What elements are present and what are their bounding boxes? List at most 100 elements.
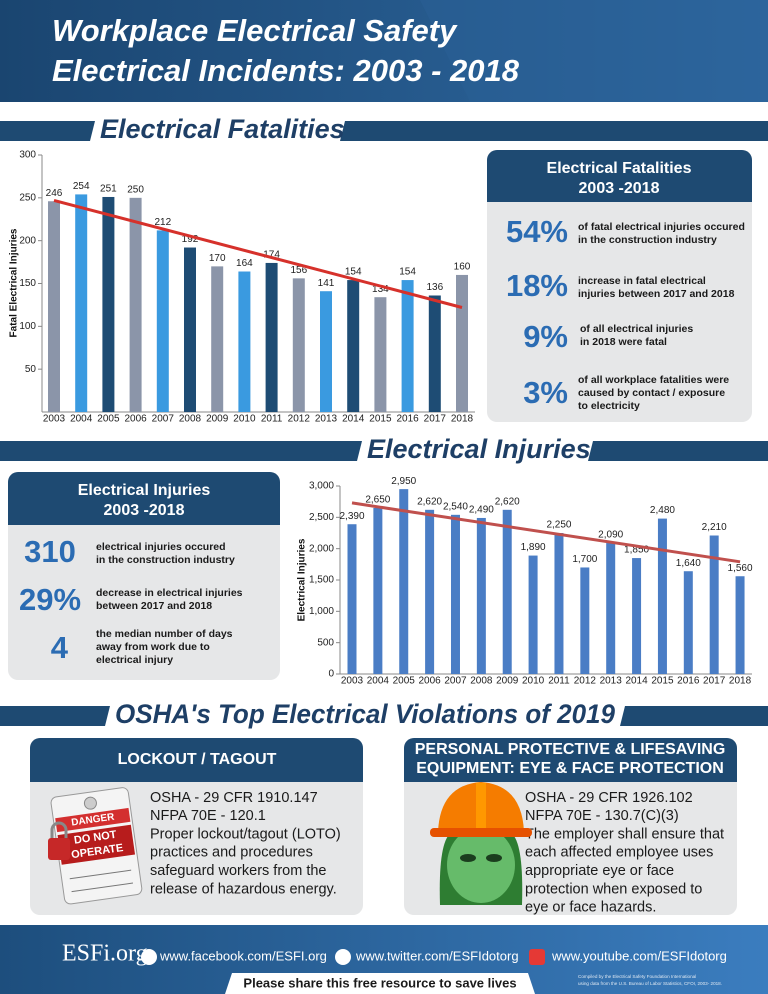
facebook-icon — [141, 949, 157, 965]
value-label: 156 — [290, 265, 307, 276]
x-tick-label: 2014 — [342, 414, 365, 425]
bar — [373, 507, 383, 674]
x-tick-label: 2013 — [315, 414, 338, 425]
logo: ESFi.org — [62, 941, 148, 967]
bar — [450, 514, 460, 674]
y-tick-label: 200 — [19, 235, 36, 246]
x-tick-label: 2009 — [206, 414, 229, 425]
stat-text: caused by contact / exposure — [578, 387, 725, 399]
y-tick-label: 3,000 — [309, 481, 334, 492]
bar — [374, 297, 387, 412]
value-label: 1,890 — [521, 542, 546, 553]
x-tick-label: 2006 — [418, 676, 441, 687]
stats-header — [8, 472, 280, 525]
stat-text: electrical injury — [96, 654, 173, 666]
value-label: 250 — [127, 184, 144, 195]
y-tick-label: 150 — [19, 278, 36, 289]
bar — [657, 518, 667, 674]
value-label: 1,700 — [572, 554, 597, 565]
x-tick-label: 2008 — [179, 414, 202, 425]
section-title: Electrical Injuries — [367, 434, 591, 464]
bar — [347, 280, 360, 412]
x-tick-label: 2017 — [424, 414, 447, 425]
x-tick-label: 2015 — [651, 676, 674, 687]
hat-brim — [430, 828, 532, 837]
stat-text: of fatal electrical injuries occured — [578, 221, 745, 233]
x-tick-label: 2016 — [677, 676, 700, 687]
violation-text: NFPA 70E - 120.1 — [150, 808, 266, 824]
credit: Compiled by the Electrical Safety Founda… — [578, 974, 696, 979]
x-tick-label: 2011 — [548, 676, 570, 687]
section-title: Electrical Fatalities — [100, 114, 345, 144]
banner-bar — [588, 441, 768, 461]
value-label: 170 — [209, 253, 226, 264]
card-title: EQUIPMENT: EYE & FACE PROTECTION — [416, 760, 724, 777]
violation-text: appropriate eye or face — [525, 863, 674, 879]
bar — [476, 517, 486, 674]
x-tick-label: 2010 — [233, 414, 256, 425]
share-text: Please share this free resource to save … — [243, 975, 516, 990]
card-header — [404, 738, 737, 782]
value-label: 2,950 — [391, 476, 416, 487]
bar — [320, 291, 332, 412]
x-tick-label: 2003 — [43, 414, 66, 425]
value-label: 2,250 — [546, 520, 571, 531]
eye — [486, 854, 502, 862]
padlock — [48, 838, 70, 860]
x-tick-label: 2009 — [496, 676, 519, 687]
value-label: 1,560 — [728, 563, 753, 574]
x-tick-label: 2006 — [124, 414, 147, 425]
banner-bar — [620, 706, 768, 726]
link[interactable]: www.youtube.com/ESFIdotorg — [551, 948, 727, 963]
bar — [528, 555, 538, 674]
x-tick-label: 2017 — [703, 676, 726, 687]
bar — [399, 489, 409, 674]
value-label: 134 — [372, 284, 389, 295]
bar — [709, 535, 719, 674]
bar — [401, 280, 414, 412]
x-tick-label: 2012 — [288, 414, 311, 425]
card-title: LOCKOUT / TAGOUT — [118, 751, 277, 768]
title: Workplace Electrical Safety — [52, 13, 458, 48]
y-tick-label: 0 — [328, 669, 334, 680]
face-shield — [447, 827, 515, 903]
bar — [129, 197, 142, 412]
link[interactable]: www.twitter.com/ESFIdotorg — [355, 948, 519, 963]
stat-text: to electricity — [578, 400, 640, 412]
card-header — [30, 738, 363, 782]
y-tick-label: 50 — [25, 364, 37, 375]
violation-text: OSHA - 29 CFR 1926.102 — [525, 790, 693, 806]
tag-text: DO NOT — [73, 829, 117, 847]
bar — [48, 201, 60, 412]
stats-box — [487, 150, 752, 422]
stat-text: away from work due to — [96, 641, 210, 653]
bar — [425, 509, 435, 674]
stat-figure: 54% — [506, 214, 568, 249]
bar — [184, 247, 196, 412]
stats-title: Electrical Injuries — [78, 482, 211, 499]
bar — [292, 278, 305, 412]
value-label: 251 — [100, 184, 117, 195]
helmet-figure — [430, 782, 532, 905]
stat-figure: 3% — [523, 375, 568, 410]
stat-text: of all workplace fatalities were — [578, 374, 729, 386]
x-tick-label: 2018 — [451, 414, 474, 425]
value-label: 2,490 — [469, 505, 494, 516]
stat-text: increase in fatal electrical — [578, 275, 706, 287]
banner-bar — [0, 441, 362, 461]
bar — [606, 543, 616, 674]
y-tick-label: 1,500 — [309, 575, 334, 586]
bar — [156, 230, 169, 412]
card-title: PERSONAL PROTECTIVE & LIFESAVING — [415, 741, 726, 758]
value-label: 254 — [73, 181, 90, 192]
youtube-icon — [529, 949, 545, 965]
bar — [502, 509, 512, 674]
bar — [632, 558, 642, 674]
stat-figure: 18% — [506, 268, 568, 303]
stat-text: electrical injuries occured — [96, 541, 226, 553]
x-tick-label: 2012 — [574, 676, 597, 687]
bar — [428, 295, 441, 412]
tag-band — [57, 824, 136, 865]
link[interactable]: www.facebook.com/ESFI.org — [159, 948, 327, 963]
bar — [265, 262, 278, 412]
